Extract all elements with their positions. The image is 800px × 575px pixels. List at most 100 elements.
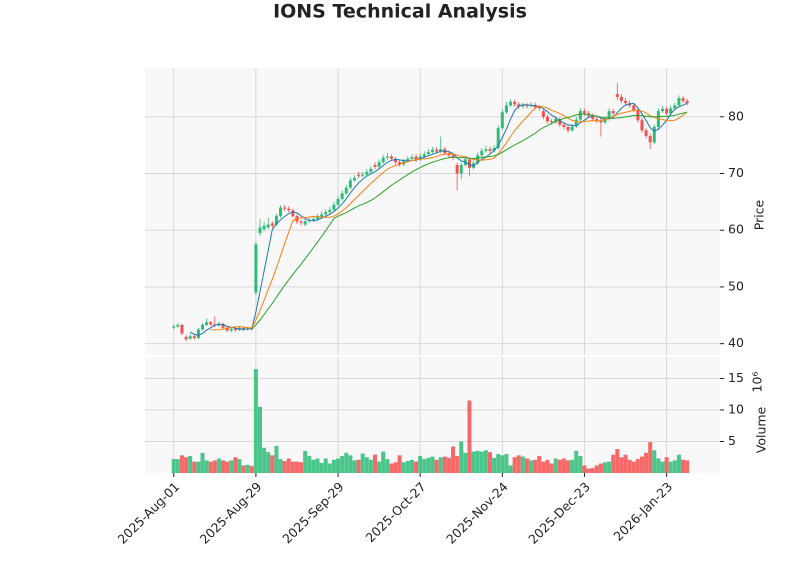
volume-bar bbox=[225, 461, 230, 473]
candle-body bbox=[394, 158, 398, 163]
volume-bar bbox=[340, 455, 345, 473]
volume-bar bbox=[212, 460, 217, 473]
volume-axis-label: Volume bbox=[754, 406, 769, 453]
volume-bar bbox=[290, 461, 295, 473]
volume-bar bbox=[496, 454, 501, 473]
volume-bar bbox=[352, 460, 357, 473]
volume-bar bbox=[266, 452, 271, 473]
candle-body bbox=[229, 328, 233, 331]
volume-bar bbox=[504, 454, 509, 473]
candle-body bbox=[357, 174, 361, 176]
moving-average-line bbox=[189, 102, 688, 336]
volume-bar bbox=[401, 462, 406, 473]
volume-bar bbox=[648, 442, 653, 473]
volume-bar bbox=[644, 452, 649, 473]
volume-bar bbox=[282, 461, 287, 473]
volume-bar bbox=[249, 466, 254, 473]
candle-body bbox=[348, 180, 352, 188]
candle-body bbox=[648, 136, 652, 143]
candle-body bbox=[254, 244, 258, 293]
candle-body bbox=[574, 119, 578, 127]
volume-bar bbox=[294, 461, 299, 473]
volume-bar bbox=[258, 406, 262, 473]
candle-body bbox=[422, 154, 426, 157]
candle-body bbox=[176, 324, 180, 327]
candle-body bbox=[624, 100, 628, 104]
candle-body bbox=[431, 149, 434, 152]
candle-body bbox=[410, 157, 414, 159]
candle-body bbox=[320, 214, 324, 217]
candle-body bbox=[632, 105, 636, 110]
volume-bar bbox=[184, 457, 189, 473]
candle-body bbox=[669, 108, 673, 114]
candle-body bbox=[270, 223, 274, 226]
x-tick-label: 2025-Aug-01 bbox=[115, 479, 183, 547]
volume-bar bbox=[533, 459, 538, 473]
volume-bar bbox=[574, 450, 579, 473]
volume-bar bbox=[175, 459, 180, 473]
candle-body bbox=[467, 159, 471, 168]
x-tick-label: 2025-Nov-24 bbox=[443, 479, 511, 547]
candle-body bbox=[640, 120, 644, 131]
volume-bar bbox=[451, 446, 456, 473]
candle-body bbox=[184, 336, 188, 340]
volume-bar bbox=[553, 458, 558, 473]
moving-average-line bbox=[210, 105, 688, 331]
volume-bar bbox=[529, 460, 534, 473]
volume-bar bbox=[307, 455, 312, 473]
candle-body bbox=[525, 105, 529, 107]
volume-bar bbox=[676, 454, 681, 473]
volume-tick-label: 10 bbox=[728, 401, 744, 416]
volume-bar bbox=[237, 459, 242, 473]
volume-bar bbox=[488, 452, 492, 473]
volume-bar bbox=[270, 455, 275, 473]
volume-bar bbox=[188, 455, 193, 473]
candle-body bbox=[196, 329, 200, 338]
volume-bar bbox=[500, 455, 505, 473]
volume-bar bbox=[463, 452, 468, 473]
candle-body bbox=[603, 119, 607, 123]
volume-bar bbox=[323, 458, 328, 473]
volume-bar bbox=[327, 463, 332, 473]
volume-bar bbox=[262, 447, 267, 473]
candle-body bbox=[496, 128, 500, 148]
volume-bar bbox=[377, 461, 382, 473]
moving-average-line bbox=[251, 111, 688, 330]
price-panel bbox=[145, 68, 720, 355]
volume-panel bbox=[145, 357, 720, 473]
volume-bar bbox=[566, 460, 571, 473]
volume-bar bbox=[430, 456, 435, 473]
candle-body bbox=[344, 187, 348, 194]
candle-body bbox=[480, 150, 484, 156]
candle-body bbox=[172, 326, 176, 328]
candle-body bbox=[225, 327, 229, 331]
candle-body bbox=[233, 328, 237, 331]
volume-bar bbox=[393, 462, 398, 473]
y-tick-label: 40 bbox=[728, 335, 744, 350]
x-tick-label: 2025-Sep-29 bbox=[279, 479, 346, 546]
candle-body bbox=[685, 100, 689, 104]
volume-bar bbox=[409, 459, 414, 473]
candle-body bbox=[599, 120, 603, 123]
volume-bar bbox=[315, 458, 320, 473]
volume-bar bbox=[557, 459, 562, 473]
volume-bar bbox=[594, 465, 599, 473]
y-tick-label: 80 bbox=[728, 108, 744, 123]
volume-bar bbox=[278, 459, 283, 473]
volume-bar bbox=[590, 467, 595, 473]
volume-bar bbox=[405, 461, 410, 473]
candle-body bbox=[550, 121, 554, 123]
volume-bar bbox=[627, 459, 632, 473]
volume-bar bbox=[196, 461, 201, 473]
candle-body bbox=[316, 216, 319, 219]
volume-bar bbox=[471, 451, 476, 473]
candle-body bbox=[279, 207, 283, 217]
candle-body bbox=[381, 157, 385, 163]
candle-body bbox=[562, 124, 566, 127]
volume-bar bbox=[216, 458, 221, 473]
candle-body bbox=[513, 102, 517, 105]
candle-body bbox=[361, 174, 365, 176]
volume-bar bbox=[623, 454, 628, 473]
volume-bar bbox=[442, 456, 447, 473]
